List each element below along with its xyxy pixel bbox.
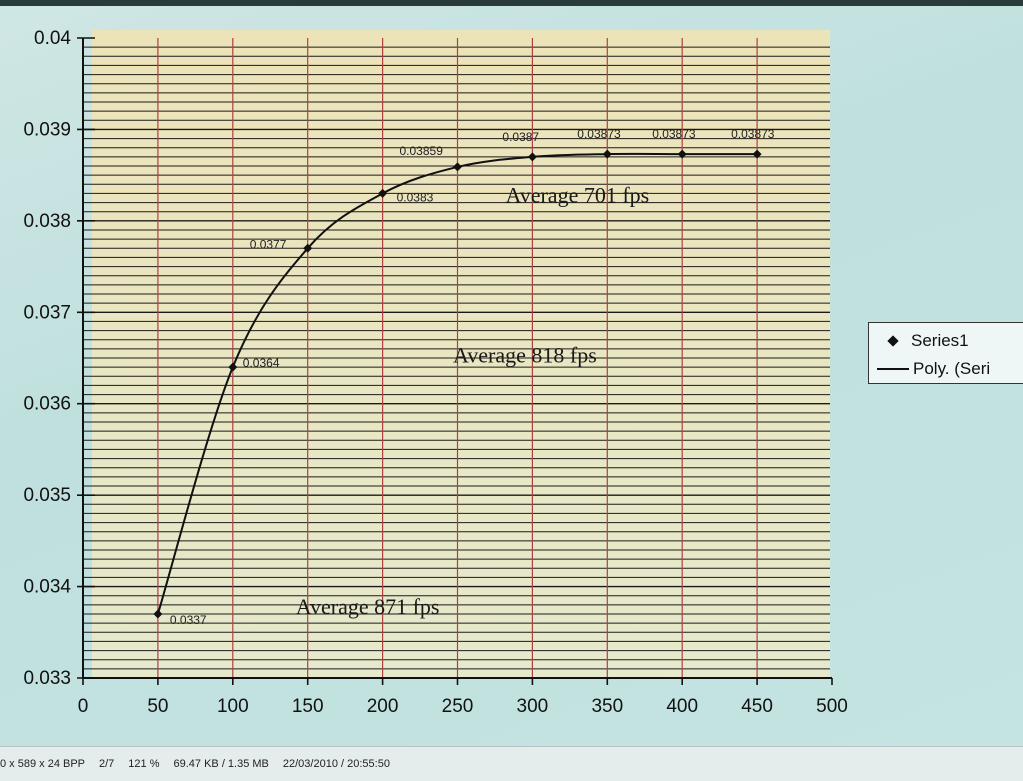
x-tick-label: 50 <box>147 696 168 717</box>
data-label: 0.03873 <box>652 127 696 141</box>
y-tick-label: 0.035 <box>23 485 71 506</box>
status-zoom: 121 % <box>128 758 160 770</box>
x-tick-label: 500 <box>816 696 848 717</box>
x-tick-label: 250 <box>442 696 474 717</box>
diamond-marker-icon <box>887 335 899 347</box>
x-tick-label: 200 <box>367 696 399 717</box>
data-point-marker <box>677 149 687 159</box>
data-label: 0.03873 <box>577 127 621 141</box>
status-page: 2/7 <box>99 758 115 770</box>
status-filesize: 69.47 KB / 1.35 MB <box>173 758 269 770</box>
data-point-marker <box>228 362 238 372</box>
plot-area <box>92 30 830 678</box>
data-point-marker <box>153 609 163 619</box>
legend-item-trendline: Poly. (Seri <box>869 356 990 382</box>
screen-top-border <box>0 0 1023 6</box>
annotation-text: Average 871 fps <box>296 594 440 619</box>
y-tick-label: 0.034 <box>23 577 71 598</box>
data-point-marker <box>378 188 388 198</box>
annotation-text: Average 701 fps <box>505 183 649 208</box>
line-icon <box>877 368 909 370</box>
data-label: 0.0337 <box>170 613 207 627</box>
legend-series-label: Series1 <box>911 331 969 350</box>
annotation-text: Average 818 fps <box>453 343 597 368</box>
legend-trend-label: Poly. (Seri <box>913 359 991 378</box>
data-point-marker <box>453 162 462 172</box>
y-tick-label: 0.04 <box>34 28 71 49</box>
y-tick-label: 0.038 <box>23 211 71 232</box>
status-dimensions: 0 x 589 x 24 BPP <box>0 758 85 770</box>
x-tick-label: 400 <box>666 696 698 717</box>
x-tick-label: 150 <box>292 696 324 717</box>
x-tick-label: 100 <box>217 696 249 717</box>
y-tick-label: 0.033 <box>23 668 71 689</box>
chart: 0.033 0.034 0.035 0.036 0.037 0.038 0.039 0.04 0… <box>23 28 848 717</box>
data-label: 0.0377 <box>250 237 287 251</box>
y-tick-label: 0.037 <box>23 302 71 323</box>
legend: Series1 Poly. (Seri <box>868 322 1023 384</box>
data-label: 0.03859 <box>400 144 444 158</box>
data-point-marker <box>602 149 612 159</box>
status-bar: 0 x 589 x 24 BPP 2/7 121 % 69.47 KB / 1.… <box>0 746 1023 781</box>
data-label: 0.03873 <box>731 127 775 141</box>
x-tick-label: 0 <box>78 696 89 717</box>
data-label: 0.0364 <box>243 356 280 370</box>
data-label: 0.0383 <box>397 190 434 204</box>
trendline <box>156 152 758 615</box>
legend-item-series1: Series1 <box>869 328 969 354</box>
data-point-marker <box>303 243 313 253</box>
status-datetime: 22/03/2010 / 20:55:50 <box>282 758 390 770</box>
x-tick-label: 350 <box>591 696 623 717</box>
data-label: 0.0387 <box>502 130 539 144</box>
y-tick-label: 0.039 <box>23 119 71 140</box>
x-tick-label: 450 <box>741 696 773 717</box>
x-tick-label: 300 <box>517 696 549 717</box>
data-point-marker <box>752 149 762 159</box>
data-point-marker <box>527 152 537 162</box>
y-tick-label: 0.036 <box>23 394 71 415</box>
